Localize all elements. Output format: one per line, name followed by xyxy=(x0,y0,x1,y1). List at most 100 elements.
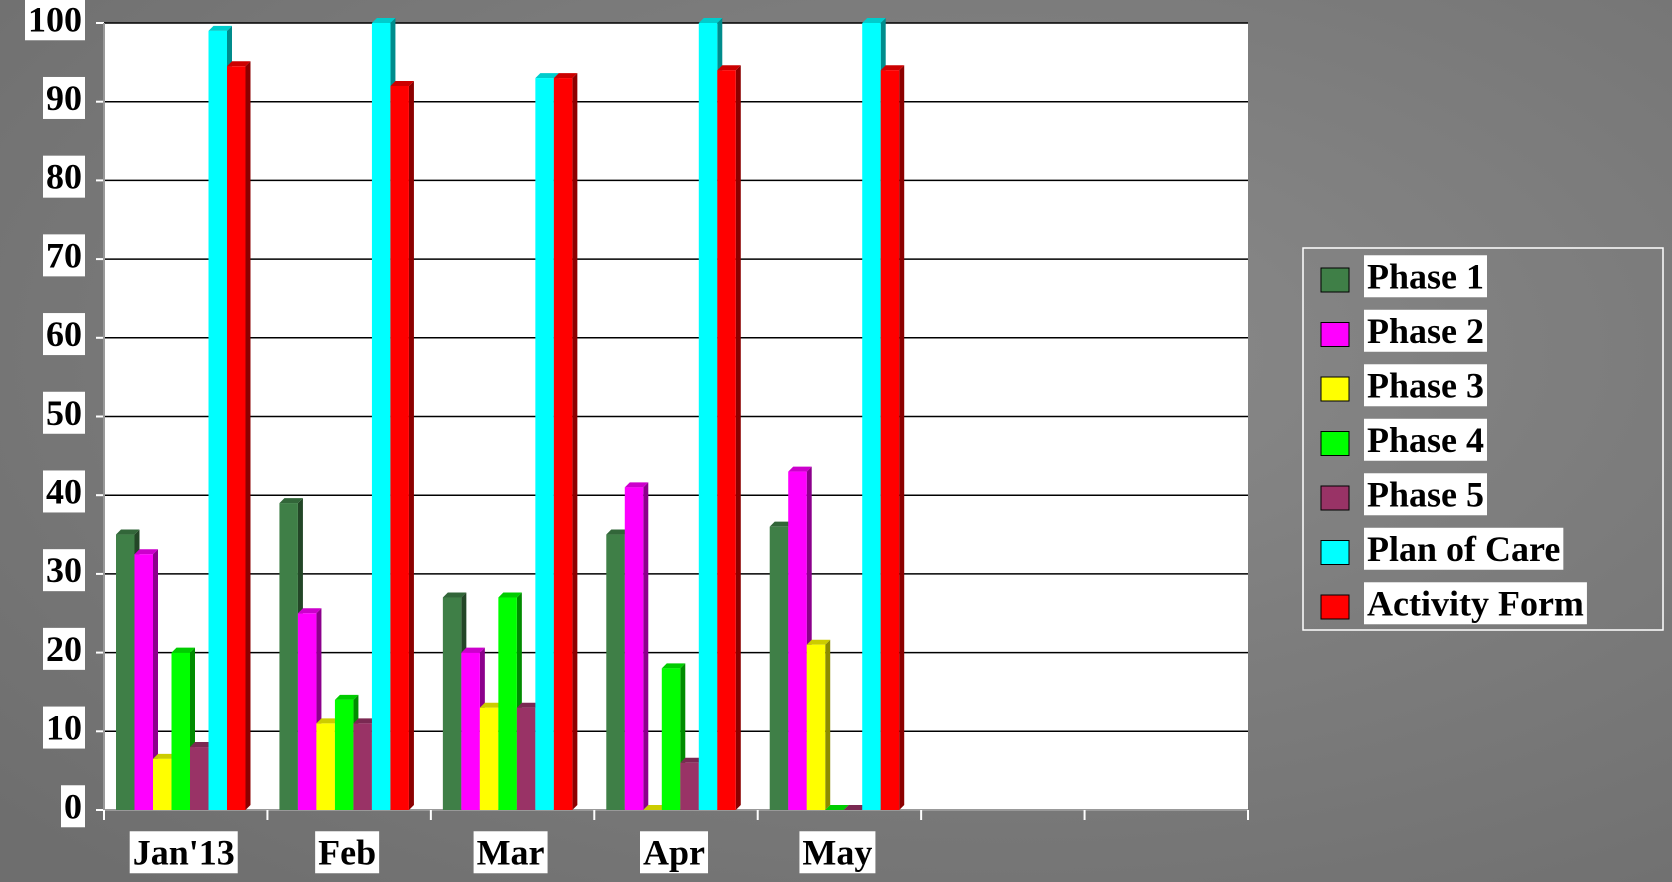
legend-label-box xyxy=(1364,309,1487,352)
x-tick-label: Jan'13 xyxy=(133,832,235,872)
bar-top xyxy=(297,608,322,614)
bar xyxy=(806,644,826,810)
bar-side xyxy=(572,73,578,811)
bar-top xyxy=(880,65,905,71)
bar-top xyxy=(461,647,485,653)
x-tick-label: May xyxy=(802,832,872,872)
bar-top xyxy=(516,702,541,708)
bar-side xyxy=(245,61,251,811)
bar xyxy=(769,526,789,810)
bar xyxy=(624,487,644,810)
bar-top xyxy=(316,718,340,724)
bar xyxy=(862,23,881,810)
bar-top xyxy=(227,61,251,67)
bar-side xyxy=(825,639,831,810)
y-tick-label: 60 xyxy=(46,314,82,354)
legend-label: Phase 3 xyxy=(1367,365,1484,405)
bar-top xyxy=(479,702,504,708)
bar xyxy=(535,78,554,811)
y-tick-label: 80 xyxy=(46,157,82,197)
x-tick-label-box xyxy=(640,831,709,874)
bar-top xyxy=(862,18,886,23)
x-tick-label-box xyxy=(315,831,380,874)
legend-swatch xyxy=(1320,267,1350,293)
bar-top xyxy=(116,529,140,535)
legend-label-box xyxy=(1364,582,1587,625)
bar-top xyxy=(698,18,723,23)
bar-top xyxy=(788,466,812,472)
y-tick-label: 40 xyxy=(46,471,82,511)
bar xyxy=(442,597,462,810)
bar xyxy=(190,747,209,810)
legend-swatch xyxy=(1320,594,1350,620)
bar xyxy=(171,652,190,810)
y-tick-label: 50 xyxy=(46,393,82,433)
bar-top xyxy=(825,805,849,810)
bar xyxy=(880,70,900,811)
y-tick-label-box xyxy=(43,549,85,592)
bar xyxy=(116,534,135,810)
bar-top xyxy=(661,663,686,669)
bar xyxy=(227,66,246,810)
legend-label: Plan of Care xyxy=(1367,529,1560,569)
bar-side xyxy=(408,80,414,810)
bar-top xyxy=(353,718,377,724)
y-tick-label: 10 xyxy=(46,708,82,748)
bar-top xyxy=(498,592,522,598)
y-tick-label-box xyxy=(61,785,85,828)
x-tick-label: Mar xyxy=(477,832,545,872)
bar-side xyxy=(643,482,649,810)
bar-top xyxy=(806,639,831,645)
bar-top xyxy=(643,805,667,810)
bar xyxy=(606,534,625,810)
y-tick-label-box xyxy=(43,706,85,749)
legend-swatch xyxy=(1320,376,1350,402)
x-tick-label: Feb xyxy=(318,832,376,872)
bar-side xyxy=(899,65,905,811)
bar xyxy=(279,503,298,810)
y-tick-label: 70 xyxy=(46,235,82,275)
y-tick-label-box xyxy=(43,470,85,513)
bar-top xyxy=(279,498,303,504)
legend-swatch xyxy=(1320,322,1350,347)
x-tick-label-box xyxy=(129,831,238,874)
y-tick-label-box xyxy=(43,627,85,670)
bar-top xyxy=(769,521,794,527)
bar-top xyxy=(390,80,414,86)
legend xyxy=(1302,247,1664,631)
x-tick-label: Apr xyxy=(643,832,705,872)
y-tick-label-box xyxy=(25,0,85,41)
bar xyxy=(498,597,517,810)
bar xyxy=(661,668,681,810)
bar xyxy=(297,613,317,810)
y-tick-label: 100 xyxy=(28,0,82,39)
bar xyxy=(461,652,480,810)
bar-top xyxy=(153,753,177,759)
bar-top xyxy=(717,65,741,71)
y-tick-label-box xyxy=(43,76,85,119)
bar xyxy=(390,85,409,810)
legend-label-box xyxy=(1364,418,1487,461)
legend-swatch xyxy=(1320,431,1350,456)
bar-top xyxy=(535,73,559,79)
bar-top xyxy=(553,73,578,79)
bar xyxy=(680,762,699,810)
bar-top xyxy=(442,592,467,598)
bar xyxy=(698,23,718,810)
bar-top xyxy=(208,25,232,31)
legend-label: Phase 4 xyxy=(1367,420,1484,460)
bar xyxy=(353,723,372,810)
legend-swatch xyxy=(1320,540,1350,565)
bar-side xyxy=(735,65,741,811)
y-tick-label-box xyxy=(43,155,85,198)
y-tick-label-box xyxy=(43,234,85,277)
bar-top xyxy=(680,757,704,763)
bar xyxy=(788,471,807,810)
bar-side xyxy=(153,549,158,810)
y-tick-label-box xyxy=(43,391,85,434)
y-tick-label: 0 xyxy=(64,786,82,826)
y-tick-label: 30 xyxy=(46,550,82,590)
legend-label-box xyxy=(1364,527,1564,570)
